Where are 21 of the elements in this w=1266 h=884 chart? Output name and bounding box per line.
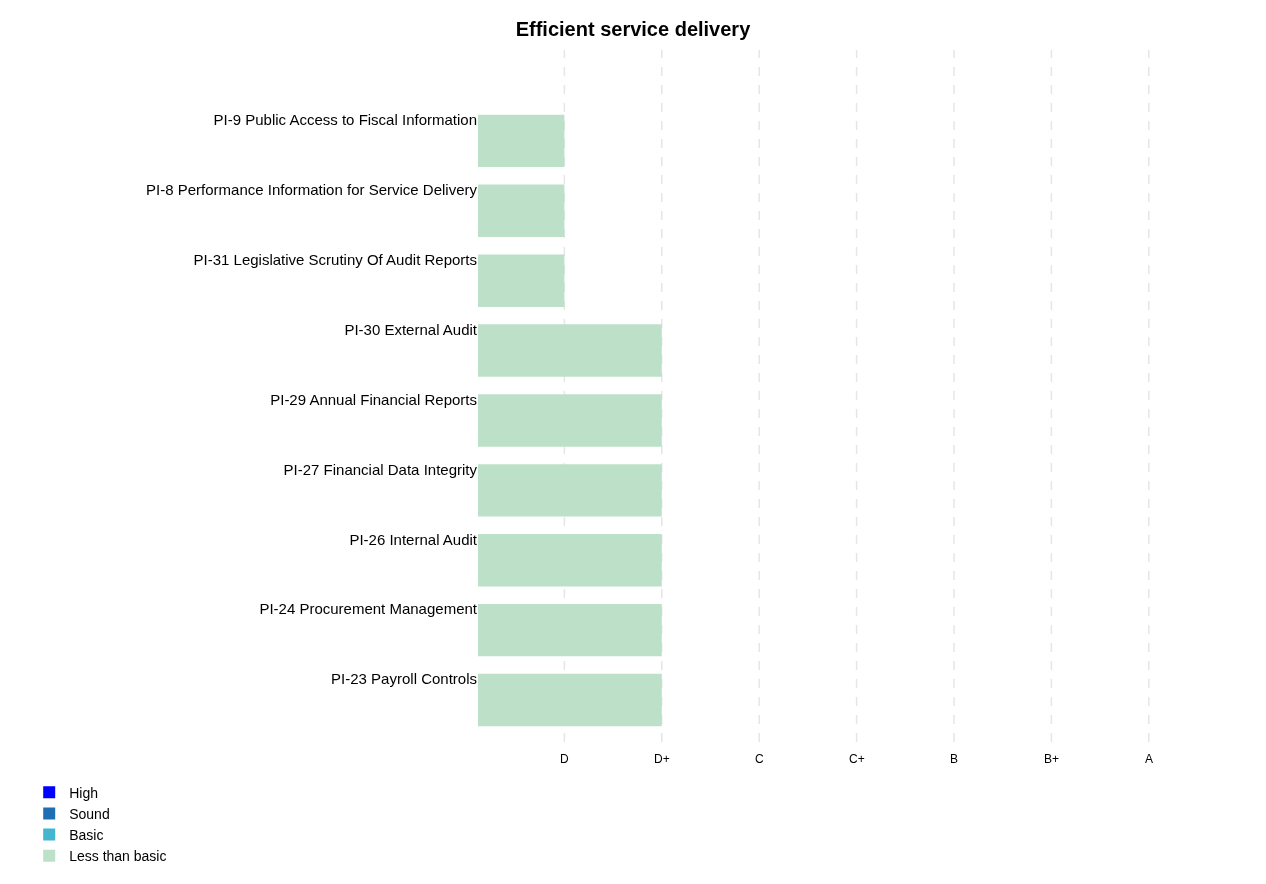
y-tick-label: PI-23 Payroll Controls (331, 670, 477, 688)
ref-line-label: D+ (654, 752, 670, 766)
ref-line-label: D (560, 752, 569, 766)
y-tick-label: PI-31 Legislative Scrutiny Of Audit Reports (193, 250, 477, 268)
ref-line-label: C (755, 752, 764, 766)
y-tick-label: PI-8 Performance Information for Service Delivery (146, 181, 478, 199)
chart-title: Efficient service delivery (515, 18, 752, 41)
ref-line-label: B+ (1044, 752, 1060, 766)
y-tick-label: PI-26 Internal Audit (349, 530, 478, 548)
ref-line-label: B (950, 752, 959, 766)
y-tick-label: PI-27 Financial Data Integrity (283, 460, 478, 478)
y-tick-label: PI-24 Procurement Management (259, 600, 478, 618)
legend-label: Less than basic (69, 848, 167, 865)
ref-line-label: A (1145, 752, 1154, 766)
legend-label: High (69, 784, 98, 801)
legend-label: Sound (69, 805, 110, 822)
y-tick-label: PI-30 External Audit (344, 320, 478, 338)
ref-line-label: C+ (849, 752, 865, 766)
legend-label: Basic (69, 827, 104, 844)
y-tick-label: PI-29 Annual Financial Reports (270, 390, 477, 408)
y-tick-label: PI-9 Public Access to Fiscal Information (213, 111, 477, 129)
